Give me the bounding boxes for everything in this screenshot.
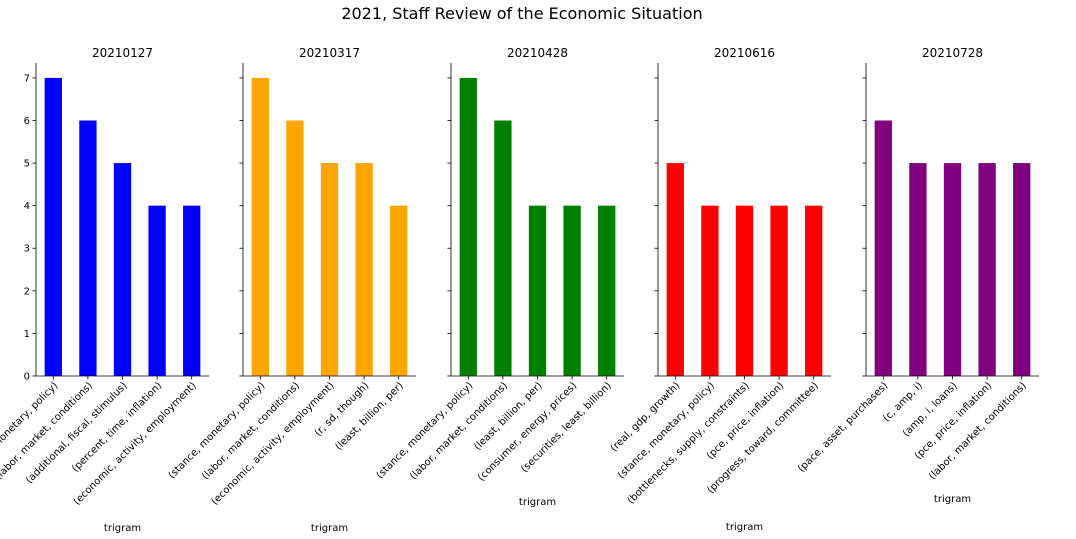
bar-3 (320, 163, 339, 376)
bar-2 (494, 120, 512, 376)
bar-3 (943, 163, 962, 376)
x-axis-label: trigram (311, 523, 348, 534)
bar-2 (701, 205, 719, 376)
subplot-title: 20210616 (714, 46, 775, 60)
bar-4 (770, 205, 788, 376)
y-tick-label: 2 (24, 286, 30, 297)
subplot-title: 20210317 (299, 46, 360, 60)
bar-4 (978, 163, 996, 376)
bar-2 (286, 120, 304, 376)
bar-1 (251, 77, 269, 377)
x-axis-label: trigram (104, 523, 141, 534)
bar-2 (909, 163, 927, 376)
bar-4 (355, 163, 373, 376)
subplot-20210317: 20210317(stance, monetary, policy)(labor… (167, 46, 416, 534)
subplot-20210728: 20210728(pace, asset, purchases)(c, amp,… (796, 46, 1039, 505)
bar-2 (79, 120, 97, 376)
subplot-20210616: 20210616(real, gdp, growth)(stance, mone… (609, 46, 831, 533)
subplot-20210428: 20210428(stance, monetary, policy)(labor… (375, 46, 624, 508)
bar-1 (874, 120, 892, 376)
x-axis-label: trigram (519, 497, 556, 508)
x-axis-label: trigram (934, 494, 971, 505)
x-tick-label: (least, billion, per) (334, 380, 406, 452)
x-axis-label: trigram (726, 522, 763, 533)
y-tick-label: 7 (24, 73, 30, 84)
bar-3 (113, 163, 132, 376)
bar-4 (148, 205, 166, 376)
bar-1 (459, 77, 477, 377)
figure-title: 2021, Staff Review of the Economic Situa… (341, 4, 702, 23)
y-tick-label: 6 (24, 116, 30, 127)
x-tick-label: (bottlenecks, supply, constraints) (626, 380, 752, 506)
bar-5 (805, 205, 823, 376)
bar-5 (390, 205, 408, 376)
y-tick-label: 5 (24, 159, 30, 170)
bar-1 (666, 163, 684, 376)
bar-3 (528, 205, 547, 376)
subplot-title: 20210428 (507, 46, 568, 60)
subplot-title: 20210728 (922, 46, 983, 60)
x-tick-label: (economic, activity, employment) (209, 380, 336, 507)
bar-5 (1013, 163, 1031, 376)
y-tick-label: 3 (24, 244, 30, 255)
y-tick-label: 4 (24, 201, 30, 212)
subplot-title: 20210127 (92, 46, 153, 60)
y-tick-label: 1 (24, 329, 30, 340)
x-tick-label: (economic, activity, employment) (72, 380, 199, 507)
bar-3 (735, 205, 754, 376)
bar-5 (183, 205, 201, 376)
bar-5 (598, 205, 616, 376)
y-tick-label: 0 (24, 372, 30, 383)
bar-4 (563, 205, 581, 376)
bar-1 (44, 77, 62, 377)
x-tick-label: (least, billion, per) (472, 380, 544, 452)
